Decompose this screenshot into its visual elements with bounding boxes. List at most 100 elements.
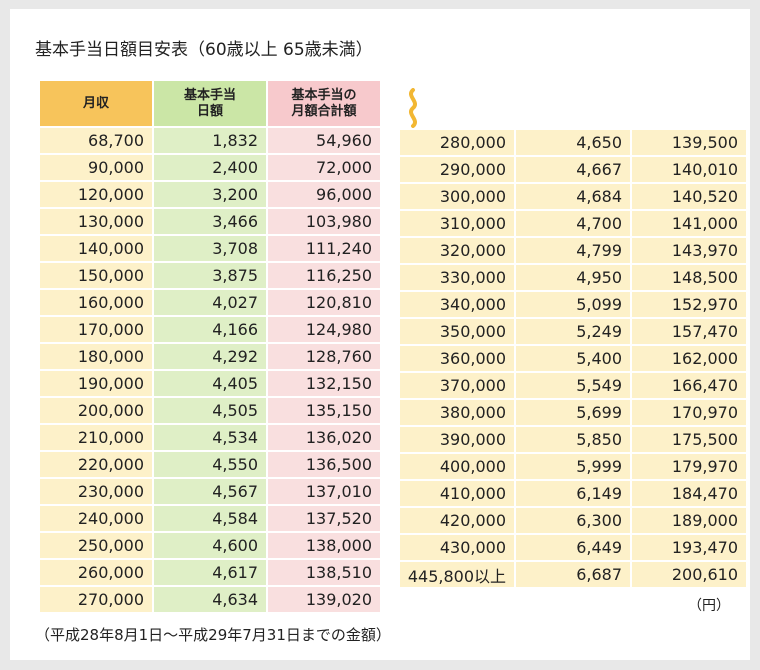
- income-cell: 445,800以上: [400, 562, 514, 587]
- table-row: 430,000 6,449 193,470: [400, 535, 746, 560]
- daily-benefit-cell: 6,149: [516, 481, 630, 506]
- income-cell: 400,000: [400, 454, 514, 479]
- table-row: 300,000 4,684 140,520: [400, 184, 746, 209]
- daily-benefit-cell: 2,400: [154, 155, 266, 180]
- monthly-total-cell: 135,150: [268, 398, 380, 423]
- daily-benefit-cell: 4,027: [154, 290, 266, 315]
- income-cell: 160,000: [40, 290, 152, 315]
- daily-benefit-cell: 4,617: [154, 560, 266, 585]
- monthly-total-cell: 132,150: [268, 371, 380, 396]
- table-row: 410,000 6,149 184,470: [400, 481, 746, 506]
- monthly-total-cell: 139,020: [268, 587, 380, 612]
- income-cell: 390,000: [400, 427, 514, 452]
- monthly-total-cell: 166,470: [632, 373, 746, 398]
- monthly-total-cell: 137,010: [268, 479, 380, 504]
- income-cell: 230,000: [40, 479, 152, 504]
- monthly-total-cell: 120,810: [268, 290, 380, 315]
- table-row: 200,000 4,505 135,150: [40, 398, 380, 423]
- monthly-total-cell: 189,000: [632, 508, 746, 533]
- benefit-table-right: 280,000 4,650 139,500 290,000 4,667 140,010 30…: [398, 128, 748, 589]
- table-row: 350,000 5,249 157,470: [400, 319, 746, 344]
- daily-benefit-cell: 4,634: [154, 587, 266, 612]
- table-row: 400,000 5,999 179,970: [400, 454, 746, 479]
- daily-benefit-cell: 6,300: [516, 508, 630, 533]
- income-cell: 90,000: [40, 155, 152, 180]
- daily-benefit-cell: 6,449: [516, 535, 630, 560]
- daily-benefit-cell: 4,684: [516, 184, 630, 209]
- continuation-wave-icon: [409, 88, 417, 128]
- income-cell: 170,000: [40, 317, 152, 342]
- daily-benefit-cell: 5,699: [516, 400, 630, 425]
- daily-benefit-cell: 5,549: [516, 373, 630, 398]
- table-row: 90,000 2,400 72,000: [40, 155, 380, 180]
- income-cell: 360,000: [400, 346, 514, 371]
- table-row: 390,000 5,850 175,500: [400, 427, 746, 452]
- table-row: 160,000 4,027 120,810: [40, 290, 380, 315]
- monthly-total-cell: 179,970: [632, 454, 746, 479]
- income-cell: 320,000: [400, 238, 514, 263]
- income-cell: 420,000: [400, 508, 514, 533]
- daily-benefit-cell: 4,950: [516, 265, 630, 290]
- header-monthly-income: 月収: [40, 81, 152, 126]
- monthly-total-cell: 200,610: [632, 562, 746, 587]
- daily-benefit-cell: 4,567: [154, 479, 266, 504]
- table-row: 445,800以上 6,687 200,610: [400, 562, 746, 587]
- daily-benefit-cell: 4,534: [154, 425, 266, 450]
- monthly-total-cell: 136,500: [268, 452, 380, 477]
- income-cell: 200,000: [40, 398, 152, 423]
- daily-benefit-cell: 4,667: [516, 157, 630, 182]
- income-cell: 340,000: [400, 292, 514, 317]
- monthly-total-cell: 138,000: [268, 533, 380, 558]
- income-cell: 280,000: [400, 130, 514, 155]
- income-cell: 330,000: [400, 265, 514, 290]
- monthly-total-cell: 111,240: [268, 236, 380, 261]
- income-cell: 140,000: [40, 236, 152, 261]
- table-row: 270,000 4,634 139,020: [40, 587, 380, 612]
- monthly-total-cell: 157,470: [632, 319, 746, 344]
- monthly-total-cell: 72,000: [268, 155, 380, 180]
- table-row: 180,000 4,292 128,760: [40, 344, 380, 369]
- table-row: 280,000 4,650 139,500: [400, 130, 746, 155]
- income-cell: 240,000: [40, 506, 152, 531]
- table-row: 120,000 3,200 96,000: [40, 182, 380, 207]
- income-cell: 180,000: [40, 344, 152, 369]
- income-cell: 290,000: [400, 157, 514, 182]
- income-cell: 310,000: [400, 211, 514, 236]
- monthly-total-cell: 116,250: [268, 263, 380, 288]
- income-cell: 350,000: [400, 319, 514, 344]
- income-cell: 300,000: [400, 184, 514, 209]
- monthly-total-cell: 162,000: [632, 346, 746, 371]
- monthly-total-cell: 193,470: [632, 535, 746, 560]
- daily-benefit-cell: 4,799: [516, 238, 630, 263]
- income-cell: 190,000: [40, 371, 152, 396]
- daily-benefit-cell: 1,832: [154, 128, 266, 153]
- daily-benefit-cell: 3,466: [154, 209, 266, 234]
- monthly-total-cell: 170,970: [632, 400, 746, 425]
- table-row: 68,700 1,832 54,960: [40, 128, 380, 153]
- monthly-total-cell: 136,020: [268, 425, 380, 450]
- monthly-total-cell: 184,470: [632, 481, 746, 506]
- income-cell: 150,000: [40, 263, 152, 288]
- table-row: 150,000 3,875 116,250: [40, 263, 380, 288]
- monthly-total-cell: 54,960: [268, 128, 380, 153]
- table-row: 380,000 5,699 170,970: [400, 400, 746, 425]
- table-row: 130,000 3,466 103,980: [40, 209, 380, 234]
- table-row: 320,000 4,799 143,970: [400, 238, 746, 263]
- monthly-total-cell: 141,000: [632, 211, 746, 236]
- daily-benefit-cell: 5,850: [516, 427, 630, 452]
- unit-label: （円）: [688, 598, 730, 614]
- monthly-total-cell: 143,970: [632, 238, 746, 263]
- income-cell: 410,000: [400, 481, 514, 506]
- table-row: 310,000 4,700 141,000: [400, 211, 746, 236]
- page-title: 基本手当日額目安表（60歳以上 65歳未満）: [35, 40, 373, 60]
- table-row: 220,000 4,550 136,500: [40, 452, 380, 477]
- daily-benefit-cell: 4,505: [154, 398, 266, 423]
- table-row: 240,000 4,584 137,520: [40, 506, 380, 531]
- daily-benefit-cell: 4,405: [154, 371, 266, 396]
- period-note: （平成28年8月1日〜平成29年7月31日までの金額）: [35, 626, 391, 644]
- income-cell: 250,000: [40, 533, 152, 558]
- income-cell: 380,000: [400, 400, 514, 425]
- daily-benefit-cell: 4,584: [154, 506, 266, 531]
- monthly-total-cell: 140,520: [632, 184, 746, 209]
- table-row: 170,000 4,166 124,980: [40, 317, 380, 342]
